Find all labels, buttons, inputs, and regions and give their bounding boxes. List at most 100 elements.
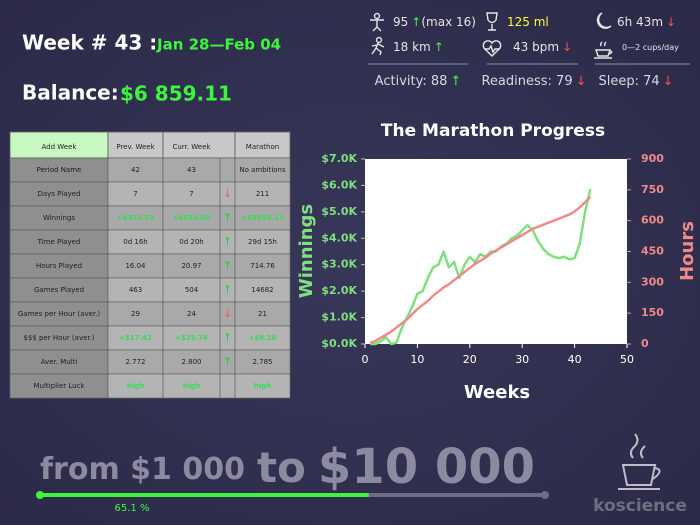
cell-text: No ambitions — [239, 166, 286, 174]
cell-text: 714.76 — [250, 262, 275, 270]
trend-arrow: ↑ — [223, 355, 232, 368]
series-line — [370, 188, 592, 346]
header-cell — [234, 131, 291, 159]
cell-text: Winnings — [43, 214, 75, 222]
cell-text: 211 — [256, 190, 269, 198]
header-text: Marathon — [246, 143, 279, 151]
y-axis-label: Winnings — [296, 204, 317, 298]
brand: koscience — [593, 496, 687, 516]
stat-value: 18 km — [393, 40, 431, 54]
goal-part: $10 000 — [318, 439, 535, 495]
y2-tick-label: 0 — [641, 337, 649, 350]
y-tick-label: $4.0K — [321, 231, 357, 244]
trend-arrow: ↑ — [223, 259, 232, 272]
table-cell — [162, 349, 221, 375]
table-cell — [9, 253, 109, 279]
header-cell — [9, 131, 109, 159]
table-cell — [219, 157, 236, 183]
table-cell — [9, 157, 109, 183]
stat-value: 0—2 cups/day — [622, 43, 679, 52]
y2-tick-label: 450 — [641, 245, 664, 258]
stat-value: 6h 43m — [617, 15, 663, 29]
cell-text: 29d 15h — [248, 238, 277, 246]
header-text: Curr. Week — [173, 143, 212, 151]
table-cell — [9, 205, 109, 231]
cell-text: Aver. Multi — [41, 358, 78, 366]
table-cell — [107, 277, 164, 303]
cell-text: 7 — [189, 190, 193, 198]
balance-label: Balance: — [22, 81, 119, 105]
table-cell — [162, 301, 221, 327]
x-tick-label: 10 — [410, 353, 424, 366]
cell-text: Games Played — [34, 286, 84, 294]
trend-arrow: ↑ — [223, 331, 232, 344]
table-cell — [234, 325, 291, 351]
table-cell — [107, 373, 164, 399]
table-cell — [9, 373, 109, 399]
cell-text: Days Played — [37, 190, 80, 198]
y-tick-label: $2.0K — [321, 284, 357, 297]
cell-text: +$8.20 — [248, 334, 276, 342]
header-text: Prev. Week — [116, 143, 155, 151]
goal-text: from $1 000 to $10 000 — [40, 439, 535, 495]
stat: 6h 43m ↓ — [617, 15, 676, 29]
cell-text: +$25.74 — [175, 334, 208, 342]
cell-text: 504 — [185, 286, 199, 294]
stat-value: 95 — [393, 15, 408, 29]
trend-arrow: ↓ — [223, 307, 232, 320]
y-tick-label: $6.0K — [321, 178, 357, 191]
score-text: Readiness: 79 — [481, 74, 572, 89]
stat: 43 bpm ↓ — [513, 40, 572, 54]
cell-text: 14682 — [251, 286, 273, 294]
y-tick-label: $3.0K — [321, 258, 357, 271]
stat-value: 43 bpm — [513, 40, 559, 54]
balance-value: $6 859.11 — [120, 82, 232, 106]
cell-text: 24 — [187, 310, 196, 318]
y2-tick-label: 600 — [641, 214, 664, 227]
cell-text: Games per Hour (aver.) — [18, 310, 101, 318]
x-tick-label: 40 — [568, 353, 582, 366]
stat: 0—2 cups/day — [622, 43, 679, 52]
table-cell — [107, 301, 164, 327]
stat-value: 125 ml — [507, 15, 549, 29]
y2-tick-label: 750 — [641, 183, 664, 196]
stat: 18 km ↑ — [393, 40, 444, 54]
table-cell — [234, 301, 291, 327]
y2-tick-label: 300 — [641, 275, 664, 288]
table-cell — [9, 277, 109, 303]
chart-title: The Marathon Progress — [381, 121, 605, 141]
table-cell — [234, 157, 291, 183]
cell-text: +$5859.11 — [241, 214, 284, 222]
score-arrow: ↓ — [663, 74, 674, 89]
progress-label: 65.1 % — [115, 503, 150, 514]
table-cell — [107, 325, 164, 351]
cell-text: Period Name — [37, 166, 82, 174]
stat-arrow: ↓ — [562, 40, 572, 54]
stat-arrow: ↑ — [411, 15, 421, 29]
table-cell — [234, 205, 291, 231]
stat-arrow: ↓ — [666, 15, 676, 29]
x-tick-label: 50 — [620, 353, 634, 366]
series-line — [369, 196, 592, 345]
cell-text: 463 — [129, 286, 142, 294]
y2-tick-label: 900 — [641, 152, 664, 165]
cell-text: 2.785 — [252, 358, 272, 366]
score-text: Activity: 88 — [375, 74, 448, 89]
y-tick-label: $1.0K — [321, 311, 357, 324]
table-cell — [219, 373, 236, 399]
table-cell — [107, 253, 164, 279]
table-cell — [234, 349, 291, 375]
logo-icon — [618, 433, 661, 490]
cell-text: 0d 16h — [123, 238, 147, 246]
table-cell — [9, 301, 109, 327]
cell-text: 42 — [131, 166, 140, 174]
header-text: Add Week — [42, 143, 78, 151]
y-tick-label: $7.0K — [321, 152, 357, 165]
score-arrow: ↓ — [576, 74, 587, 89]
cell-text: 43 — [187, 166, 196, 174]
x-axis-label: Weeks — [464, 382, 530, 403]
header-cell — [107, 131, 164, 159]
table-cell — [234, 229, 291, 255]
trend-arrow: ↑ — [223, 283, 232, 296]
